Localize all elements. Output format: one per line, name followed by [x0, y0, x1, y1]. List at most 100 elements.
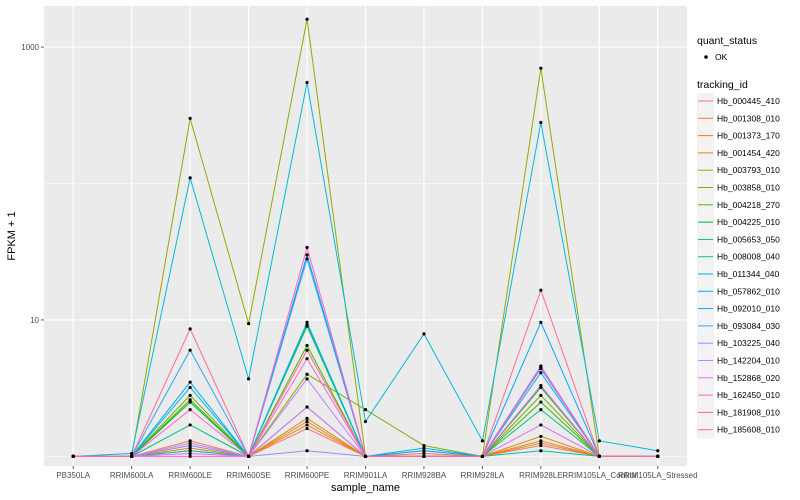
- legend-label-Hb_092010_010: Hb_092010_010: [717, 304, 780, 314]
- legend-shape-label: OK: [715, 52, 728, 62]
- legend-label-Hb_142204_010: Hb_142204_010: [717, 356, 780, 366]
- x-tick-label: RRIM105LA_Control: [562, 471, 636, 480]
- data-point: [188, 451, 192, 456]
- data-point: [188, 116, 192, 121]
- data-point: [305, 416, 309, 420]
- data-point: [188, 176, 192, 180]
- legend: quant_status OK tracking_id Hb_000445_41…: [697, 35, 780, 439]
- data-point: [539, 393, 543, 397]
- data-point: [597, 439, 601, 443]
- data-point: [539, 434, 543, 439]
- data-point: [246, 454, 251, 458]
- data-point: [305, 405, 309, 409]
- data-point: [188, 423, 192, 427]
- data-point: [422, 451, 426, 456]
- x-axis-title: sample_name: [331, 482, 400, 494]
- x-tick-label: RRIM600LE: [168, 471, 212, 480]
- data-point: [305, 257, 309, 261]
- data-point: [188, 385, 192, 390]
- legend-label-Hb_093084_030: Hb_093084_030: [717, 321, 780, 331]
- data-point: [363, 454, 368, 458]
- data-point: [188, 408, 192, 412]
- data-point: [305, 377, 309, 381]
- data-point: [539, 120, 543, 125]
- series-points: [71, 17, 660, 458]
- data-point: [422, 446, 426, 450]
- data-point: [305, 357, 309, 361]
- data-point: [188, 454, 192, 458]
- data-point: [305, 343, 309, 348]
- data-point: [188, 327, 192, 331]
- y-tick-label: 10: [30, 316, 39, 325]
- data-point: [188, 439, 192, 443]
- data-point: [71, 454, 75, 458]
- legend-label-Hb_152868_020: Hb_152868_020: [717, 373, 780, 383]
- legend-label-Hb_000445_410: Hb_000445_410: [717, 96, 780, 106]
- legend-label-Hb_057862_010: Hb_057862_010: [717, 286, 780, 296]
- legend-label-Hb_185608_010: Hb_185608_010: [717, 425, 780, 435]
- data-point: [480, 454, 485, 458]
- x-tick-label: RRIM928LA: [461, 471, 505, 480]
- legend-label-Hb_001308_010: Hb_001308_010: [717, 113, 780, 123]
- data-point: [188, 398, 192, 402]
- data-point: [539, 441, 543, 445]
- legend-label-Hb_001373_170: Hb_001373_170: [717, 131, 780, 141]
- legend-label-Hb_003858_010: Hb_003858_010: [717, 183, 780, 193]
- y-tick-label: 1000: [21, 43, 39, 52]
- data-point: [188, 449, 192, 453]
- data-point: [188, 348, 192, 352]
- data-point: [422, 332, 426, 336]
- data-point: [188, 441, 192, 445]
- legend-label-Hb_004218_270: Hb_004218_270: [717, 200, 780, 210]
- legend-label-Hb_001454_420: Hb_001454_420: [717, 148, 780, 158]
- data-point: [188, 380, 192, 384]
- data-point: [539, 66, 543, 70]
- data-point: [539, 384, 543, 388]
- data-point: [539, 371, 543, 375]
- data-point: [539, 439, 543, 443]
- data-point: [656, 454, 660, 458]
- legend-label-Hb_003793_010: Hb_003793_010: [717, 165, 780, 175]
- data-point: [305, 372, 309, 376]
- x-tick-label: RRIM600PE: [285, 471, 329, 480]
- data-point: [422, 449, 426, 453]
- x-tick-label: PB350LA: [56, 471, 90, 480]
- x-tick-label: RRIM600LA: [110, 471, 154, 480]
- data-point: [539, 449, 543, 453]
- legend-label-Hb_162450_010: Hb_162450_010: [717, 390, 780, 400]
- x-tick-label: RRIM901LA: [344, 471, 388, 480]
- x-axis: PB350LA RRIM600LA RRIM600LE RRIM600SE RRIM60…: [56, 466, 698, 480]
- legend-label-Hb_008008_040: Hb_008008_040: [717, 252, 780, 262]
- data-point: [305, 426, 309, 431]
- data-point: [305, 323, 309, 327]
- data-point: [305, 80, 309, 85]
- data-point: [422, 454, 426, 458]
- legend-label-Hb_004225_010: Hb_004225_010: [717, 217, 780, 227]
- legend-label-Hb_103225_040: Hb_103225_040: [717, 338, 780, 348]
- y-axis-title: FPKM + 1: [6, 211, 18, 260]
- data-point: [246, 377, 251, 381]
- data-point: [539, 408, 543, 412]
- data-point: [422, 443, 426, 448]
- y-axis: 10 1000: [21, 43, 44, 325]
- data-point: [539, 288, 543, 292]
- legend-label-Hb_011344_040: Hb_011344_040: [717, 269, 780, 279]
- legend-shape-title: quant_status: [697, 35, 757, 47]
- data-point: [246, 322, 251, 326]
- data-point: [305, 320, 309, 324]
- legend-entries: Hb_000445_410 Hb_001308_010 Hb_001373_170 H…: [697, 93, 780, 439]
- data-point: [597, 454, 601, 458]
- x-tick-label: RRIM928BA: [402, 471, 447, 480]
- legend-label-Hb_181908_010: Hb_181908_010: [717, 407, 780, 417]
- data-point: [188, 400, 192, 404]
- data-point: [480, 439, 485, 443]
- legend-label-Hb_005653_050: Hb_005653_050: [717, 234, 780, 244]
- data-point: [305, 449, 309, 453]
- data-point: [539, 365, 543, 369]
- x-tick-label: RRIM928LE: [519, 471, 563, 480]
- data-point: [130, 454, 134, 458]
- x-tick-label: RRIM105LA_Stressed: [618, 471, 698, 480]
- data-point: [539, 443, 543, 448]
- data-point: [305, 245, 309, 250]
